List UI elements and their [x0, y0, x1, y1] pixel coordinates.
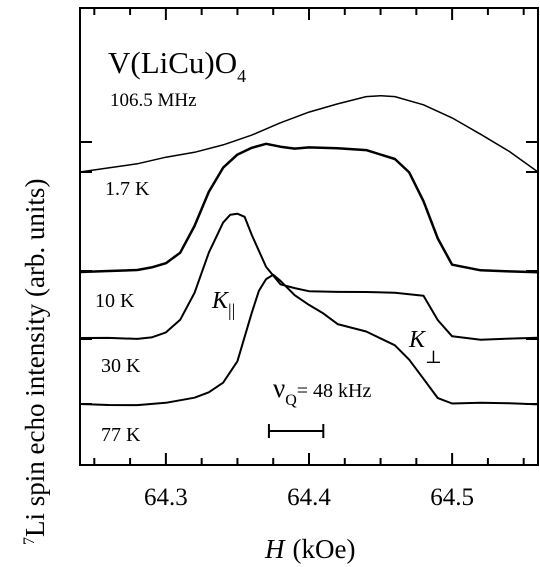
x-tick-label: 64.5 — [430, 484, 474, 511]
y-axis-label: 7Li spin echo intensity (arb. units) — [20, 179, 50, 545]
nu-q-label: νQ= 48 kHz — [273, 373, 372, 409]
x-tick-label: 64.3 — [144, 484, 188, 511]
frequency-label: 106.5 MHz — [110, 90, 197, 111]
nu-q-scale-bar — [267, 424, 325, 438]
temp-label-1-7K: 1.7 K — [105, 178, 150, 200]
x-axis-label: H (kOe) — [264, 534, 355, 564]
k-perp-label: K⊥ — [408, 327, 442, 367]
x-tick-labels: 64.3 64.4 64.5 — [144, 484, 474, 511]
spectra-series — [79, 94, 539, 407]
chart-title: V(LiCu)O4 — [108, 45, 246, 86]
spectrum-line-1-7K — [79, 94, 539, 173]
spectrum-line-30K — [79, 212, 539, 341]
spectrum-line-10K — [79, 142, 539, 274]
spectrum-line-77K — [79, 273, 539, 407]
temp-label-77K: 77 K — [101, 424, 141, 446]
k-parallel-label: K|| — [211, 288, 235, 320]
temp-label-30K: 30 K — [101, 355, 141, 377]
x-tick-label: 64.4 — [287, 484, 331, 511]
temp-label-10K: 10 K — [95, 290, 135, 312]
